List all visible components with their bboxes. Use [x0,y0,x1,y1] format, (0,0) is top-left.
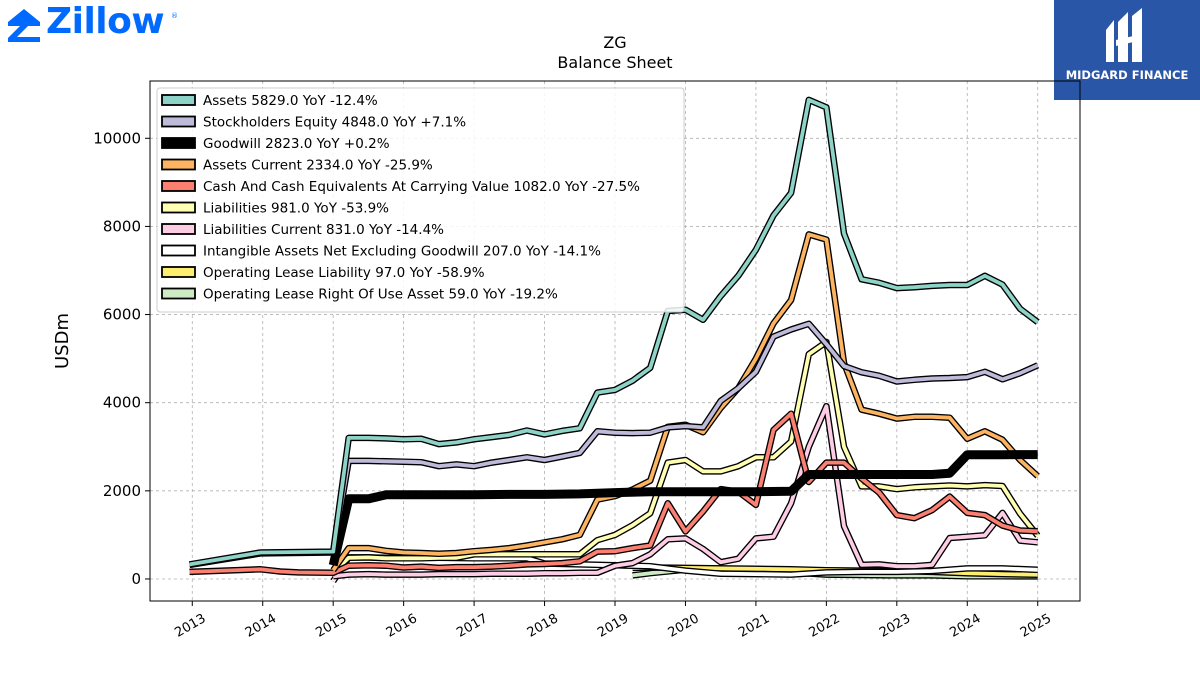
legend-entry: Goodwill 2823.0 YoY +0.2% [161,136,390,152]
series-line [188,320,1040,569]
x-axis-ticks: 2013 2014 2015 2016 2017 2018 2019 2020 2021 2022… [172,601,1054,641]
legend-swatch [161,115,196,128]
legend-swatch [161,287,196,300]
logo-wordmark: Zillow [46,1,165,42]
x-tick-label: 2018 [525,611,561,641]
x-tick-label: 2019 [595,611,631,641]
legend-label: Operating Lease Right Of Use Asset 59.0 … [203,287,558,303]
midgard-finance-badge: MIDGARD FINANCE [1054,0,1200,100]
legend-swatch [161,180,196,192]
y-tick-label: 8000 [103,217,141,235]
x-tick-label: 2015 [313,611,349,641]
x-tick-label: 2024 [947,611,983,641]
legend-entry: Intangible Assets Net Excluding Goodwill… [161,244,601,260]
series-path [332,404,1038,579]
midgard-emblem-icon [1106,8,1142,62]
legend-swatch [161,137,196,149]
x-tick-label: 2013 [172,611,208,641]
x-tick-label: 2016 [384,611,420,641]
legend-entry: Assets Current 2334.0 YoY -25.9% [161,158,433,174]
zillow-logo: Zillow ® [4,1,180,46]
y-axis-ticks: 0 2000 4000 6000 8000 10000 [93,129,150,588]
legend-entry: Assets 5829.0 YoY -12.4% [161,93,378,109]
legend-label: Cash And Cash Equivalents At Carrying Va… [203,179,640,195]
x-tick-label: 2022 [807,611,843,641]
series-line [328,450,1038,567]
series-outline [188,320,1040,569]
series-line [332,402,1039,580]
legend-entry: Cash And Cash Equivalents At Carrying Va… [161,179,640,195]
zillow-house-icon [8,9,40,42]
logo-registered-mark: ® [171,12,178,20]
legend-label: Operating Lease Liability 97.0 YoY -58.9… [203,265,485,281]
x-tick-label: 2025 [1018,611,1054,641]
series-path [331,340,1040,574]
legend-label: Assets Current 2334.0 YoY -25.9% [203,158,433,174]
x-tick-label: 2021 [736,611,772,641]
legend-label: Assets 5829.0 YoY -12.4% [203,93,378,109]
y-tick-label: 10000 [93,129,141,147]
series-line [189,410,1038,577]
legend: Assets 5829.0 YoY -12.4% Stockholders Equ… [156,87,685,313]
x-tick-label: 2020 [666,611,702,641]
series-path [189,321,1039,567]
y-tick-label: 6000 [103,306,141,324]
legend-label: Liabilities 981.0 YoY -53.9% [203,201,389,217]
plot-frame [149,80,1081,602]
y-tick-label: 2000 [103,482,141,500]
legend-swatch [161,223,196,235]
legend-swatch [161,201,196,214]
legend-entry: Liabilities Current 831.0 YoY -14.4% [161,222,444,238]
legend-label: Stockholders Equity 4848.0 YoY +7.1% [203,115,466,131]
legend-box [156,87,685,313]
legend-label: Intangible Assets Net Excluding Goodwill… [203,244,601,260]
x-tick-label: 2023 [877,611,913,641]
chart-title: ZG [603,33,626,52]
legend-swatch [161,244,196,257]
x-tick-label: 2014 [243,611,279,641]
y-tick-label: 4000 [103,394,141,412]
legend-swatch [161,266,196,278]
legend-entry: Operating Lease Liability 97.0 YoY -58.9… [161,265,485,281]
legend-label: Liabilities Current 831.0 YoY -14.4% [203,222,444,238]
legend-swatch [161,94,196,106]
legend-entry: Stockholders Equity 4848.0 YoY +7.1% [161,115,466,131]
series-line [330,338,1041,575]
y-axis-label: USDm [52,313,73,369]
chart-subtitle: Balance Sheet [557,53,672,72]
y-tick-label: 0 [131,570,141,588]
badge-label: MIDGARD FINANCE [1065,68,1189,82]
series-path [189,411,1038,575]
legend-label: Goodwill 2823.0 YoY +0.2% [203,136,390,152]
legend-entry: Operating Lease Right Of Use Asset 59.0 … [161,287,558,303]
legend-entry: Liabilities 981.0 YoY -53.9% [161,201,389,217]
legend-swatch [161,158,196,171]
plot-area [188,96,1041,583]
series-path [328,450,1038,567]
x-tick-label: 2017 [454,611,490,641]
